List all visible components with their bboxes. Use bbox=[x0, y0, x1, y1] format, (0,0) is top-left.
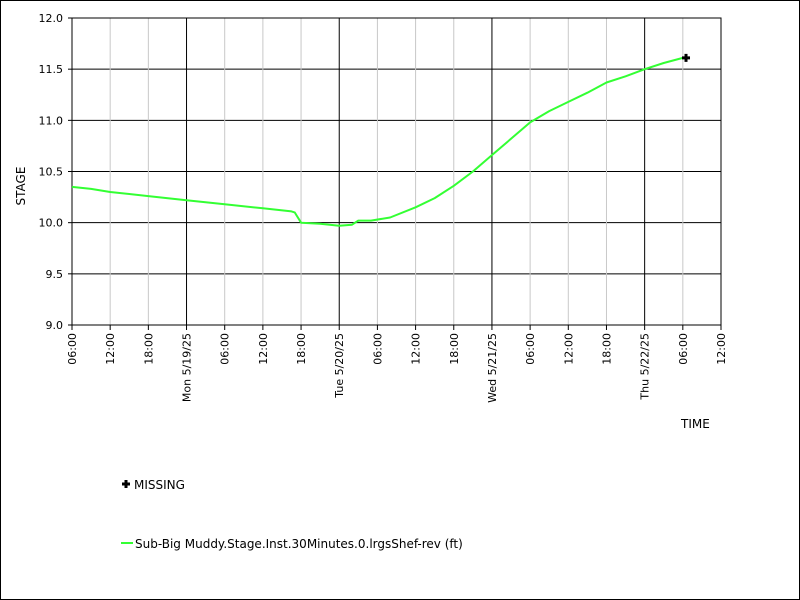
series-layer bbox=[71, 56, 684, 227]
y-axis-ticks: 9.0 9.5 10.0 10.5 11.0 11.5 12.0 bbox=[39, 12, 72, 332]
y-tick-label: 11.0 bbox=[39, 114, 64, 127]
x-axis-ticks: 06:00 12:00 18:00 Mon 5/19/25 06:00 12:00 18:0… bbox=[66, 325, 728, 403]
y-tick-label: 10.5 bbox=[39, 166, 64, 179]
x-tick-label: 06:00 bbox=[677, 333, 690, 365]
legend: MISSING Sub-Big Muddy.Stage.Inst.30Minut… bbox=[121, 478, 463, 551]
x-tick-label: 06:00 bbox=[219, 333, 232, 365]
y-tick-label: 12.0 bbox=[39, 12, 64, 25]
plus-marker-icon bbox=[122, 480, 130, 488]
missing-markers bbox=[682, 53, 691, 62]
x-tick-label: Mon 5/19/25 bbox=[181, 333, 194, 402]
legend-label-series: Sub-Big Muddy.Stage.Inst.30Minutes.0.lrg… bbox=[135, 537, 463, 551]
x-tick-label: 18:00 bbox=[142, 333, 155, 365]
x-tick-label: 12:00 bbox=[562, 333, 575, 365]
x-tick-label: Tue 5/20/25 bbox=[333, 333, 346, 399]
legend-item-missing: MISSING bbox=[122, 478, 185, 492]
grid-lines bbox=[71, 17, 722, 326]
x-tick-label: 06:00 bbox=[66, 333, 79, 365]
x-tick-label: 06:00 bbox=[524, 333, 537, 365]
legend-item-series: Sub-Big Muddy.Stage.Inst.30Minutes.0.lrg… bbox=[121, 537, 463, 551]
x-tick-label: 12:00 bbox=[715, 333, 728, 365]
y-tick-label: 9.5 bbox=[46, 268, 64, 281]
legend-label-missing: MISSING bbox=[134, 478, 185, 492]
x-tick-label: 06:00 bbox=[371, 333, 384, 365]
y-tick-label: 9.0 bbox=[46, 319, 64, 332]
y-tick-label: 11.5 bbox=[39, 63, 64, 76]
x-tick-label: 18:00 bbox=[600, 333, 613, 365]
missing-marker-icon bbox=[682, 53, 691, 62]
x-tick-label: 18:00 bbox=[295, 333, 308, 365]
x-tick-label: 12:00 bbox=[257, 333, 270, 365]
x-tick-label: 12:00 bbox=[104, 333, 117, 365]
x-axis-title: TIME bbox=[680, 417, 710, 431]
series-line bbox=[71, 56, 684, 227]
x-tick-label: 18:00 bbox=[448, 333, 461, 365]
x-tick-label: 12:00 bbox=[410, 333, 423, 365]
x-tick-label: Thu 5/22/25 bbox=[639, 333, 652, 401]
y-axis-title: STAGE bbox=[14, 167, 28, 206]
x-tick-label: Wed 5/21/25 bbox=[486, 333, 499, 403]
y-tick-label: 10.0 bbox=[39, 217, 64, 230]
